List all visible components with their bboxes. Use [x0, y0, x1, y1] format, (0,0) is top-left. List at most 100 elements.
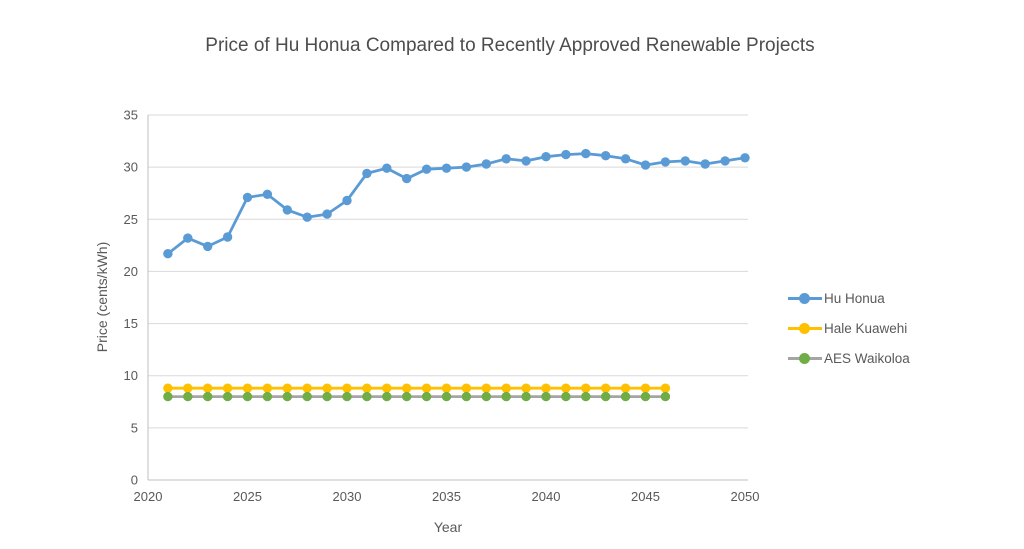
- data-point-marker: [620, 383, 631, 393]
- data-point-marker: [720, 156, 730, 166]
- data-point-marker: [183, 383, 193, 393]
- legend-marker-icon: [799, 353, 810, 364]
- legend-label: Hale Kuawehi: [824, 320, 908, 336]
- data-point-marker: [640, 383, 651, 393]
- data-point-marker: [342, 383, 352, 393]
- y-axis-title: Price (cents/kWh): [94, 241, 110, 353]
- data-point-marker: [501, 383, 511, 393]
- data-point-marker: [163, 391, 173, 402]
- data-point-marker: [441, 163, 452, 173]
- data-point-marker: [521, 383, 531, 393]
- data-point-marker: [521, 156, 531, 166]
- legend-swatch: [788, 292, 822, 304]
- data-point-marker: [541, 383, 551, 393]
- y-tick-label: 25: [124, 212, 138, 227]
- data-point-marker: [601, 151, 611, 161]
- data-point-marker: [302, 212, 312, 222]
- data-point-marker: [461, 391, 472, 402]
- series-line: [166, 152, 747, 256]
- data-point-marker: [521, 391, 531, 402]
- data-point-marker: [581, 148, 591, 159]
- data-point-marker: [382, 391, 392, 402]
- data-point-marker: [322, 209, 332, 219]
- data-point-marker: [222, 383, 233, 393]
- data-point-marker: [620, 154, 631, 164]
- data-point-marker: [203, 383, 213, 393]
- data-point-marker: [242, 192, 253, 203]
- data-point-marker: [441, 391, 452, 402]
- x-tick-label: 2035: [432, 489, 461, 504]
- data-point-marker: [242, 391, 253, 402]
- data-point-marker: [561, 149, 571, 160]
- data-point-marker: [501, 154, 511, 164]
- data-point-marker: [660, 383, 671, 393]
- data-point-marker: [461, 383, 472, 393]
- data-point-marker: [322, 391, 332, 402]
- data-point-marker: [302, 383, 312, 393]
- data-point-marker: [402, 383, 412, 393]
- legend-item-hale-kuawehi: Hale Kuawehi: [788, 313, 910, 343]
- x-tick-label: 2040: [532, 489, 561, 504]
- data-point-marker: [322, 383, 332, 393]
- data-point-marker: [382, 163, 392, 173]
- data-point-marker: [203, 241, 213, 252]
- legend-marker-icon: [799, 293, 810, 304]
- x-axis-title: Year: [433, 519, 463, 535]
- data-point-marker: [262, 383, 273, 393]
- legend-label: AES Waikoloa: [824, 350, 910, 366]
- series-hu-honua: [163, 148, 750, 259]
- data-point-marker: [222, 232, 233, 242]
- data-point-marker: [541, 391, 551, 402]
- data-point-marker: [282, 205, 292, 215]
- data-point-marker: [700, 159, 710, 169]
- x-tick-label: 2045: [631, 489, 660, 504]
- data-point-marker: [421, 391, 432, 402]
- y-tick-label: 5: [131, 420, 138, 435]
- x-tick-label: 2050: [731, 489, 760, 504]
- y-tick-label: 30: [124, 160, 138, 175]
- data-point-marker: [660, 391, 671, 402]
- series-aes-waikoloa: [163, 391, 671, 402]
- data-point-marker: [561, 383, 571, 393]
- data-point-marker: [581, 391, 591, 402]
- y-tick-label: 20: [124, 264, 138, 279]
- data-point-marker: [163, 249, 173, 259]
- data-point-marker: [362, 383, 372, 393]
- y-tick-label: 0: [131, 473, 138, 488]
- data-point-marker: [362, 391, 372, 402]
- data-point-marker: [640, 391, 651, 402]
- data-point-marker: [262, 391, 273, 402]
- data-point-marker: [163, 383, 173, 393]
- data-point-marker: [561, 391, 571, 402]
- data-point-marker: [461, 162, 472, 172]
- data-point-marker: [402, 391, 412, 402]
- data-point-marker: [640, 160, 651, 170]
- x-tick-label: 2025: [233, 489, 262, 504]
- data-point-marker: [282, 391, 292, 402]
- data-point-marker: [421, 164, 432, 174]
- data-point-marker: [620, 391, 631, 402]
- data-point-marker: [601, 391, 611, 402]
- legend-swatch: [788, 322, 822, 334]
- data-point-marker: [441, 383, 452, 393]
- data-point-marker: [660, 157, 671, 167]
- data-point-marker: [501, 391, 511, 402]
- series-hale-kuawehi: [163, 383, 671, 393]
- data-point-marker: [680, 156, 690, 166]
- data-point-marker: [421, 383, 432, 393]
- data-point-marker: [183, 391, 193, 402]
- data-point-marker: [362, 168, 372, 179]
- data-point-marker: [601, 383, 611, 393]
- x-tick-label: 2020: [134, 489, 163, 504]
- data-point-marker: [402, 173, 412, 184]
- data-point-marker: [282, 383, 292, 393]
- data-point-marker: [481, 383, 491, 393]
- legend-label: Hu Honua: [824, 290, 885, 306]
- data-point-marker: [382, 383, 392, 393]
- data-point-marker: [342, 195, 352, 206]
- legend-item-aes-waikoloa: AES Waikoloa: [788, 343, 910, 373]
- chart-title: Price of Hu Honua Compared to Recently A…: [205, 35, 815, 56]
- legend-swatch: [788, 352, 822, 364]
